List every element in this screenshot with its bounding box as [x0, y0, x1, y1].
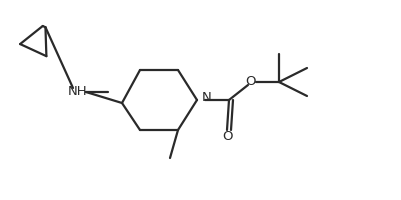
Text: O: O: [222, 130, 233, 143]
Text: N: N: [201, 91, 211, 104]
Text: O: O: [245, 75, 255, 88]
Text: NH: NH: [68, 85, 87, 98]
